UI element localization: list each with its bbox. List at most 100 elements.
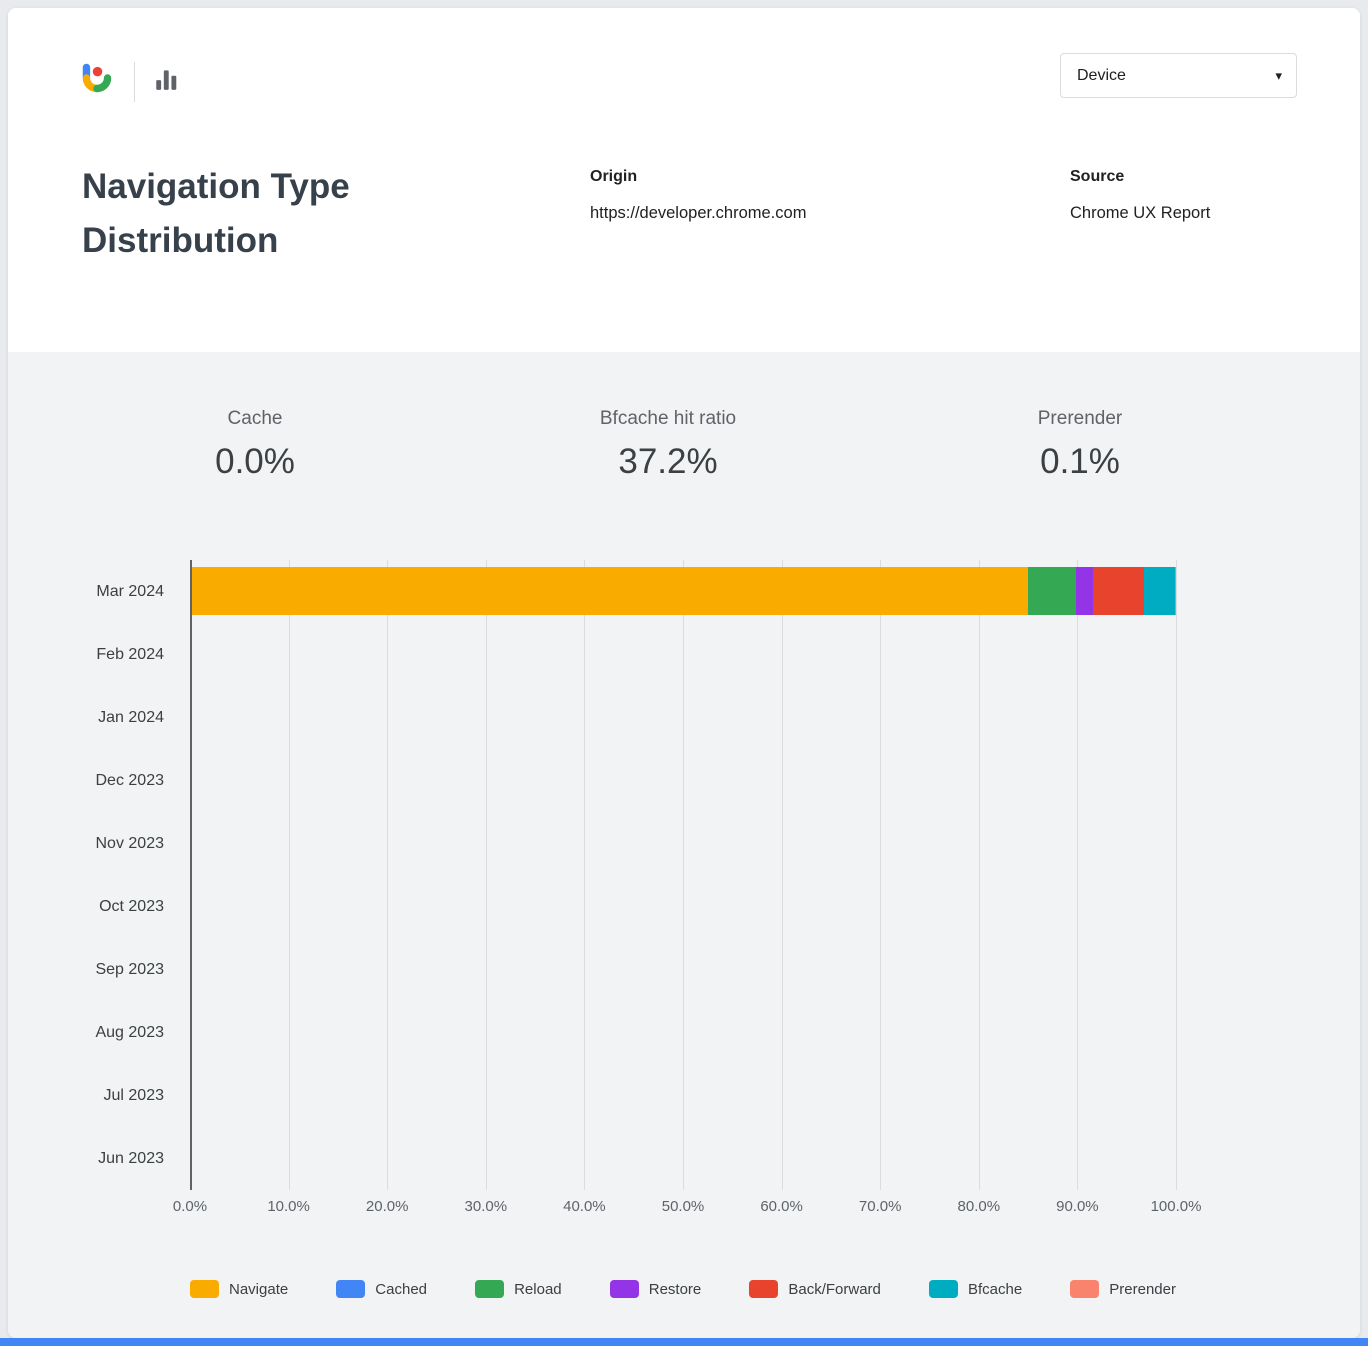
x-tick-label: 80.0% [957, 1198, 1001, 1215]
legend-swatch-restore [609, 1280, 639, 1298]
x-tick-label: 50.0% [661, 1198, 705, 1215]
report-header: Device ▾ Navigation Type Distribution Or… [8, 8, 1360, 352]
stacked-bar [190, 707, 1176, 755]
legend-swatch-reload [475, 1280, 505, 1298]
x-tick-label: 20.0% [365, 1198, 409, 1215]
stat-prerender: Prerender 0.1% [1038, 408, 1123, 482]
stacked-bar [190, 1127, 1176, 1175]
stat-cache: Cache 0.0% [215, 408, 295, 482]
legend-label: Navigate [229, 1280, 289, 1298]
x-tick-label: 70.0% [858, 1198, 902, 1215]
x-tick-label: 60.0% [760, 1198, 803, 1215]
stat-label: Cache [227, 408, 283, 429]
y-axis-label: Mar 2024 [96, 582, 164, 600]
y-axis-label: Aug 2023 [95, 1023, 164, 1041]
stacked-bar [190, 847, 1176, 895]
bar-row-oct-2023 [190, 917, 1176, 980]
grid-line [1176, 560, 1177, 1190]
bar-segment-reload[interactable] [1028, 567, 1077, 615]
bar-segment-back-forward[interactable] [1093, 567, 1145, 615]
source-block: Source Chrome UX Report [1070, 168, 1210, 223]
x-tick-label: 100.0% [1150, 1198, 1202, 1215]
legend-swatch-bfcache [928, 1280, 958, 1298]
bar-row-mar-2024 [190, 567, 1176, 630]
y-axis-label: Jul 2023 [103, 1086, 165, 1104]
stat-value: 37.2% [618, 442, 718, 481]
stacked-bar [190, 1057, 1176, 1105]
stacked-bar [190, 917, 1176, 965]
page-title: Navigation Type Distribution [82, 167, 350, 260]
legend-item-bfcache: Bfcache [928, 1280, 1023, 1298]
x-axis-labels: 0.0% 10.0% 20.0% 30.0% 40.0% 50.0% 60.0% 70.0% 8… [173, 1198, 1202, 1220]
origin-label: Origin [590, 168, 638, 185]
stacked-bar [190, 987, 1176, 1035]
grid-line [288, 560, 290, 1190]
chart-section: Cache 0.0% Bfcache hit ratio 37.2% Prerender… [8, 352, 1360, 1338]
bar-row-feb-2024 [190, 637, 1176, 700]
x-tick-label: 40.0% [563, 1198, 606, 1215]
grid-line [387, 560, 389, 1190]
grid-line [978, 560, 980, 1190]
report-card: Device ▾ Navigation Type Distribution Or… [8, 8, 1360, 1338]
y-axis-label: Nov 2023 [95, 834, 165, 852]
stat-bfcache-hit-ratio: Bfcache hit ratio 37.2% [600, 408, 736, 482]
grid-line [683, 560, 684, 1190]
stat-value: 0.0% [215, 442, 295, 481]
legend-label: Prerender [1109, 1280, 1176, 1298]
grid-line [584, 560, 586, 1190]
legend-swatch-navigate [190, 1280, 219, 1298]
y-axis-label: Dec 2023 [95, 771, 165, 789]
y-axis-label: Sep 2023 [95, 960, 164, 978]
bar-row-dec-2023 [190, 777, 1176, 840]
stacked-bar [190, 1197, 1176, 1245]
stacked-bar [190, 567, 1176, 615]
y-axis-label: Jan 2024 [98, 708, 164, 726]
y-axis-label: Feb 2024 [96, 645, 164, 663]
stats-row: Cache 0.0% Bfcache hit ratio 37.2% Prerender… [8, 408, 1360, 520]
y-axis-line [190, 560, 192, 1190]
stat-label: Bfcache hit ratio [599, 408, 737, 429]
bar-chart-icon [153, 66, 179, 97]
bar-row-jan-2024 [190, 707, 1176, 770]
legend-item-back-forward: Back/Forward [749, 1280, 881, 1298]
bar-row-jun-2023 [190, 1197, 1176, 1260]
bar-segment-prerender[interactable] [1174, 567, 1176, 615]
legend-swatch-prerender [1070, 1280, 1100, 1298]
legend-item-navigate: Navigate [190, 1280, 288, 1298]
origin-block: Origin https://developer.chrome.com [590, 168, 806, 223]
chart-legend: Navigate Cached Reload Restore Back/Forward B… [190, 1280, 1176, 1298]
bar-segment-navigate[interactable] [190, 567, 1029, 615]
stacked-bar [190, 777, 1176, 825]
grid-line [1077, 560, 1079, 1190]
source-value: Chrome UX Report [1070, 204, 1211, 222]
stat-value: 0.1% [1040, 442, 1120, 481]
legend-label: Restore [648, 1280, 702, 1298]
y-axis-labels: Mar 2024 Feb 2024 Jan 2024 Dec 2023 Nov 2023… [8, 560, 178, 1190]
footer-accent-bar [0, 1338, 1368, 1346]
plot-area [190, 560, 1177, 1190]
dropdown-caret-icon: ▾ [1275, 67, 1282, 83]
stat-label: Prerender [1037, 408, 1123, 429]
legend-item-restore: Restore [609, 1280, 702, 1298]
bar-row-jul-2023 [190, 1127, 1176, 1190]
device-dropdown[interactable]: Device ▾ [1060, 53, 1297, 98]
grid-line [880, 560, 882, 1190]
bar-segment-restore[interactable] [1076, 567, 1094, 615]
bar-row-aug-2023 [190, 1057, 1176, 1120]
grid-line [485, 560, 487, 1190]
y-axis-label: Oct 2023 [99, 897, 164, 915]
legend-label: Reload [514, 1280, 562, 1298]
bar-segment-bfcache[interactable] [1144, 567, 1175, 615]
logo-group [78, 60, 179, 103]
legend-item-reload: Reload [475, 1280, 562, 1298]
device-dropdown-value: Device [1077, 66, 1126, 84]
legend-swatch-cached [336, 1280, 366, 1298]
legend-label: Back/Forward [788, 1280, 881, 1298]
crux-logo-icon [78, 60, 116, 103]
legend-label: Bfcache [967, 1280, 1023, 1298]
origin-value: https://developer.chrome.com [590, 204, 807, 222]
legend-label: Cached [375, 1280, 427, 1298]
legend-item-prerender: Prerender [1070, 1280, 1176, 1298]
y-axis-label: Jun 2023 [98, 1149, 164, 1167]
stacked-bar [190, 637, 1176, 685]
